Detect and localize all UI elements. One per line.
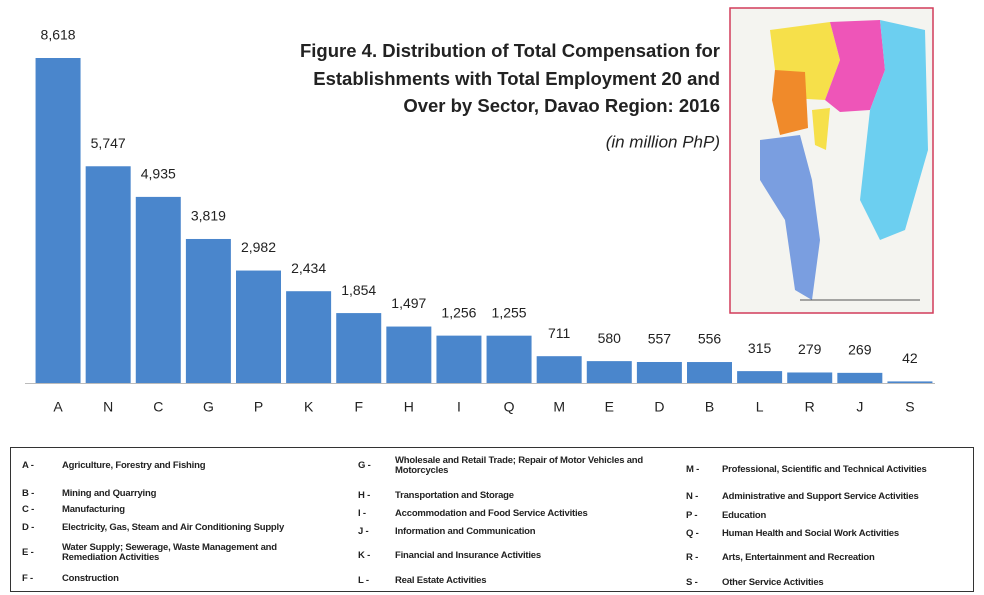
value-label: 580 [598, 330, 622, 346]
legend-text: Manufacturing [62, 504, 125, 515]
chart-title: Figure 4. Distribution of Total Compensa… [300, 40, 720, 61]
value-label: 3,819 [191, 208, 226, 224]
legend-code: B - [22, 488, 35, 499]
x-tick-label: D [654, 399, 664, 415]
legend-text: Electricity, Gas, Steam and Air Conditio… [62, 522, 285, 533]
value-label: 2,434 [291, 260, 326, 276]
value-label: 8,618 [41, 27, 76, 43]
bar [837, 372, 883, 383]
legend-code: H - [358, 490, 371, 501]
map [729, 7, 934, 314]
value-label: 711 [548, 325, 571, 341]
bar [586, 361, 632, 383]
x-tick-label: L [756, 399, 764, 415]
x-tick-label: S [905, 399, 914, 415]
x-tick-label: I [457, 399, 461, 415]
x-tick-label: H [404, 399, 414, 415]
legend-code: N - [686, 491, 699, 502]
legend-text: Financial and Insurance Activities [395, 550, 541, 561]
chart-title: Establishments with Total Employment 20 … [313, 68, 720, 89]
legend-text: Administrative and Support Service Activ… [722, 491, 919, 502]
x-tick-label: Q [504, 399, 515, 415]
legend-code: P - [686, 510, 698, 521]
bar [85, 166, 131, 383]
bar [787, 372, 833, 383]
legend-text: Arts, Entertainment and Recreation [722, 552, 875, 563]
legend-code: R - [686, 552, 699, 563]
legend-code: C - [22, 504, 35, 515]
legend-code: D - [22, 522, 35, 533]
x-tick-label: N [103, 399, 113, 415]
bar [737, 371, 783, 383]
legend-text: Transportation and Storage [395, 490, 514, 501]
legend-code: L - [358, 575, 369, 586]
x-tick-label: C [153, 399, 163, 415]
bar [887, 381, 933, 383]
legend-code: F - [22, 573, 34, 584]
legend-code: J - [358, 526, 369, 537]
x-tick-label: K [304, 399, 314, 415]
legend-text: Construction [62, 573, 119, 584]
bar [336, 313, 382, 383]
bar [386, 326, 432, 383]
legend-code: E - [22, 547, 34, 558]
value-label: 556 [698, 331, 722, 347]
legend-code: K - [358, 550, 371, 561]
legend-code: M - [686, 464, 700, 475]
chart-title: Over by Sector, Davao Region: 2016 [403, 95, 720, 116]
legend-code: I - [358, 508, 366, 519]
x-tick-label: F [354, 399, 363, 415]
value-label: 315 [748, 340, 772, 356]
legend-text: Education [722, 510, 767, 521]
value-label: 42 [902, 350, 918, 366]
value-label: 279 [798, 341, 822, 357]
x-tick-label: E [605, 399, 614, 415]
x-tick-label: A [53, 399, 63, 415]
x-tick-label: G [203, 399, 214, 415]
value-label: 1,255 [492, 304, 527, 320]
bar [185, 238, 231, 383]
x-tick-label: B [705, 399, 714, 415]
legend-text: Wholesale and Retail Trade; Repair of Mo… [395, 455, 643, 476]
bar [536, 356, 582, 383]
legend-text: Human Health and Social Work Activities [722, 528, 899, 539]
value-label: 4,935 [141, 166, 176, 182]
legend-text: Real Estate Activities [395, 575, 487, 586]
bar [687, 362, 732, 383]
legend-code: A - [22, 460, 34, 471]
value-label: 557 [648, 331, 672, 347]
legend-text: Mining and Quarrying [62, 488, 157, 499]
x-tick-label: J [856, 399, 863, 415]
legend-text: Information and Communication [395, 526, 536, 537]
value-label: 269 [848, 342, 872, 358]
legend-box [10, 447, 974, 592]
bar [436, 335, 482, 383]
bar [236, 270, 281, 383]
bar [486, 335, 532, 383]
legend-code: S - [686, 577, 698, 588]
bar [286, 291, 332, 383]
value-label: 1,497 [391, 295, 426, 311]
chart: Figure 4. Distribution of Total Compensa… [25, 7, 935, 415]
value-label: 5,747 [91, 135, 126, 151]
legend-text: Accommodation and Food Service Activitie… [395, 508, 588, 519]
bar [135, 196, 181, 383]
value-label: 1,256 [441, 304, 476, 320]
x-tick-label: P [254, 399, 263, 415]
legend-text: Other Service Activities [722, 577, 824, 588]
x-tick-label: M [553, 399, 565, 415]
legend-text: Agriculture, Forestry and Fishing [62, 460, 206, 471]
bar [636, 361, 682, 383]
legend-code: G - [358, 460, 371, 471]
value-label: 2,982 [241, 239, 276, 255]
legend-text: Water Supply; Sewerage, Waste Management… [62, 542, 277, 563]
legend-text: Professional, Scientific and Technical A… [722, 464, 927, 475]
legend-code: Q - [686, 528, 699, 539]
x-tick-label: R [805, 399, 815, 415]
chart-subtitle: (in million PhP) [606, 132, 720, 151]
value-label: 1,854 [341, 282, 376, 298]
bar [35, 58, 81, 383]
